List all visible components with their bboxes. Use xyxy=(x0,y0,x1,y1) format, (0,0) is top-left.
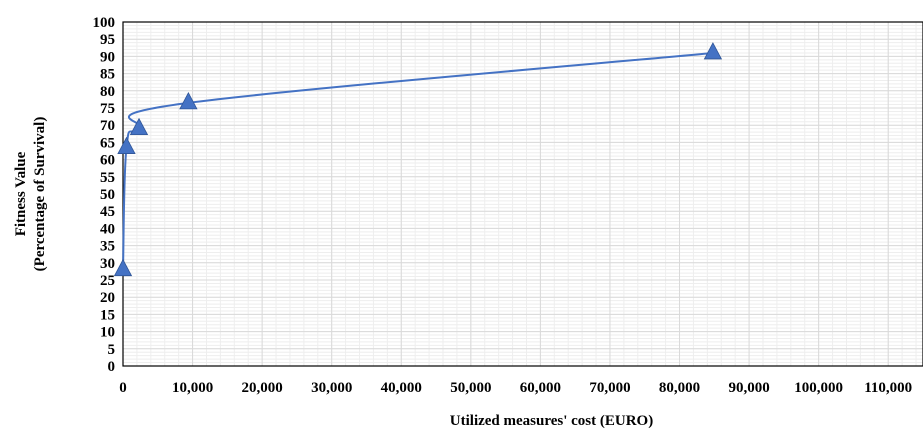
y-tick-label: 45 xyxy=(100,204,115,220)
y-tick-label: 5 xyxy=(108,342,116,358)
y-tick-label: 95 xyxy=(100,32,115,48)
y-tick-label: 0 xyxy=(108,359,116,375)
y-tick-label: 55 xyxy=(100,170,115,186)
y-tick-label: 25 xyxy=(100,273,115,289)
major-gridlines xyxy=(122,21,923,367)
x-tick-label: 50,000 xyxy=(450,380,491,396)
y-tick-label: 100 xyxy=(93,15,116,31)
y-tick-label: 70 xyxy=(100,118,115,134)
x-tick-label: 20,000 xyxy=(242,380,283,396)
plot-area-frame xyxy=(122,21,923,367)
y-tick-label: 65 xyxy=(100,135,115,151)
y-tick-label: 35 xyxy=(100,239,115,255)
x-tick-label: 10,000 xyxy=(172,380,213,396)
data-point-marker xyxy=(117,136,136,154)
y-tick-label: 40 xyxy=(100,221,115,237)
x-tick-label: 90,000 xyxy=(728,380,769,396)
y-tick-label: 90 xyxy=(100,49,115,65)
x-axis-title: Utilized measures' cost (EURO) xyxy=(450,413,653,429)
x-tick-label: 60,000 xyxy=(520,380,561,396)
y-tick-label: 75 xyxy=(100,101,115,117)
x-tick-label: 0 xyxy=(119,380,127,396)
x-tick-label: 110,000 xyxy=(864,380,912,396)
data-point-marker xyxy=(703,42,723,60)
y-axis-title-line2: (Percentage of Survival) xyxy=(32,117,48,272)
x-tick-label: 100,000 xyxy=(794,380,843,396)
y-tick-label: 10 xyxy=(100,325,115,341)
y-tick-label: 15 xyxy=(100,307,115,323)
series-line xyxy=(122,51,714,270)
data-point-marker xyxy=(129,117,149,136)
y-tick-label: 85 xyxy=(100,67,115,83)
y-axis-title-line1: Fitness Value xyxy=(13,151,29,236)
y-tick-label: 20 xyxy=(100,290,115,306)
x-tick-label: 30,000 xyxy=(311,380,352,396)
x-tick-label: 70,000 xyxy=(589,380,630,396)
x-tick-label: 40,000 xyxy=(381,380,422,396)
x-axis-tick-labels: 0 10,000 20,000 30,000 40,000 50,000 60,000 70,… xyxy=(119,380,912,396)
x-tick-label: 80,000 xyxy=(659,380,700,396)
series-markers xyxy=(113,42,723,277)
y-tick-label: 80 xyxy=(100,84,115,100)
y-tick-label: 60 xyxy=(100,153,115,169)
data-point-marker xyxy=(179,91,198,110)
y-tick-label: 50 xyxy=(100,187,115,203)
data-point-marker xyxy=(113,258,133,277)
y-tick-label: 30 xyxy=(100,256,115,272)
